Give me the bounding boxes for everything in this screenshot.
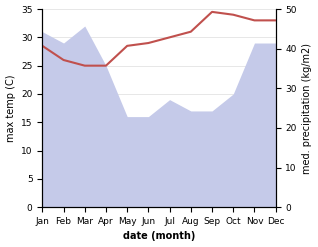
X-axis label: date (month): date (month) bbox=[123, 231, 195, 242]
Y-axis label: max temp (C): max temp (C) bbox=[5, 74, 16, 142]
Y-axis label: med. precipitation (kg/m2): med. precipitation (kg/m2) bbox=[302, 43, 313, 174]
